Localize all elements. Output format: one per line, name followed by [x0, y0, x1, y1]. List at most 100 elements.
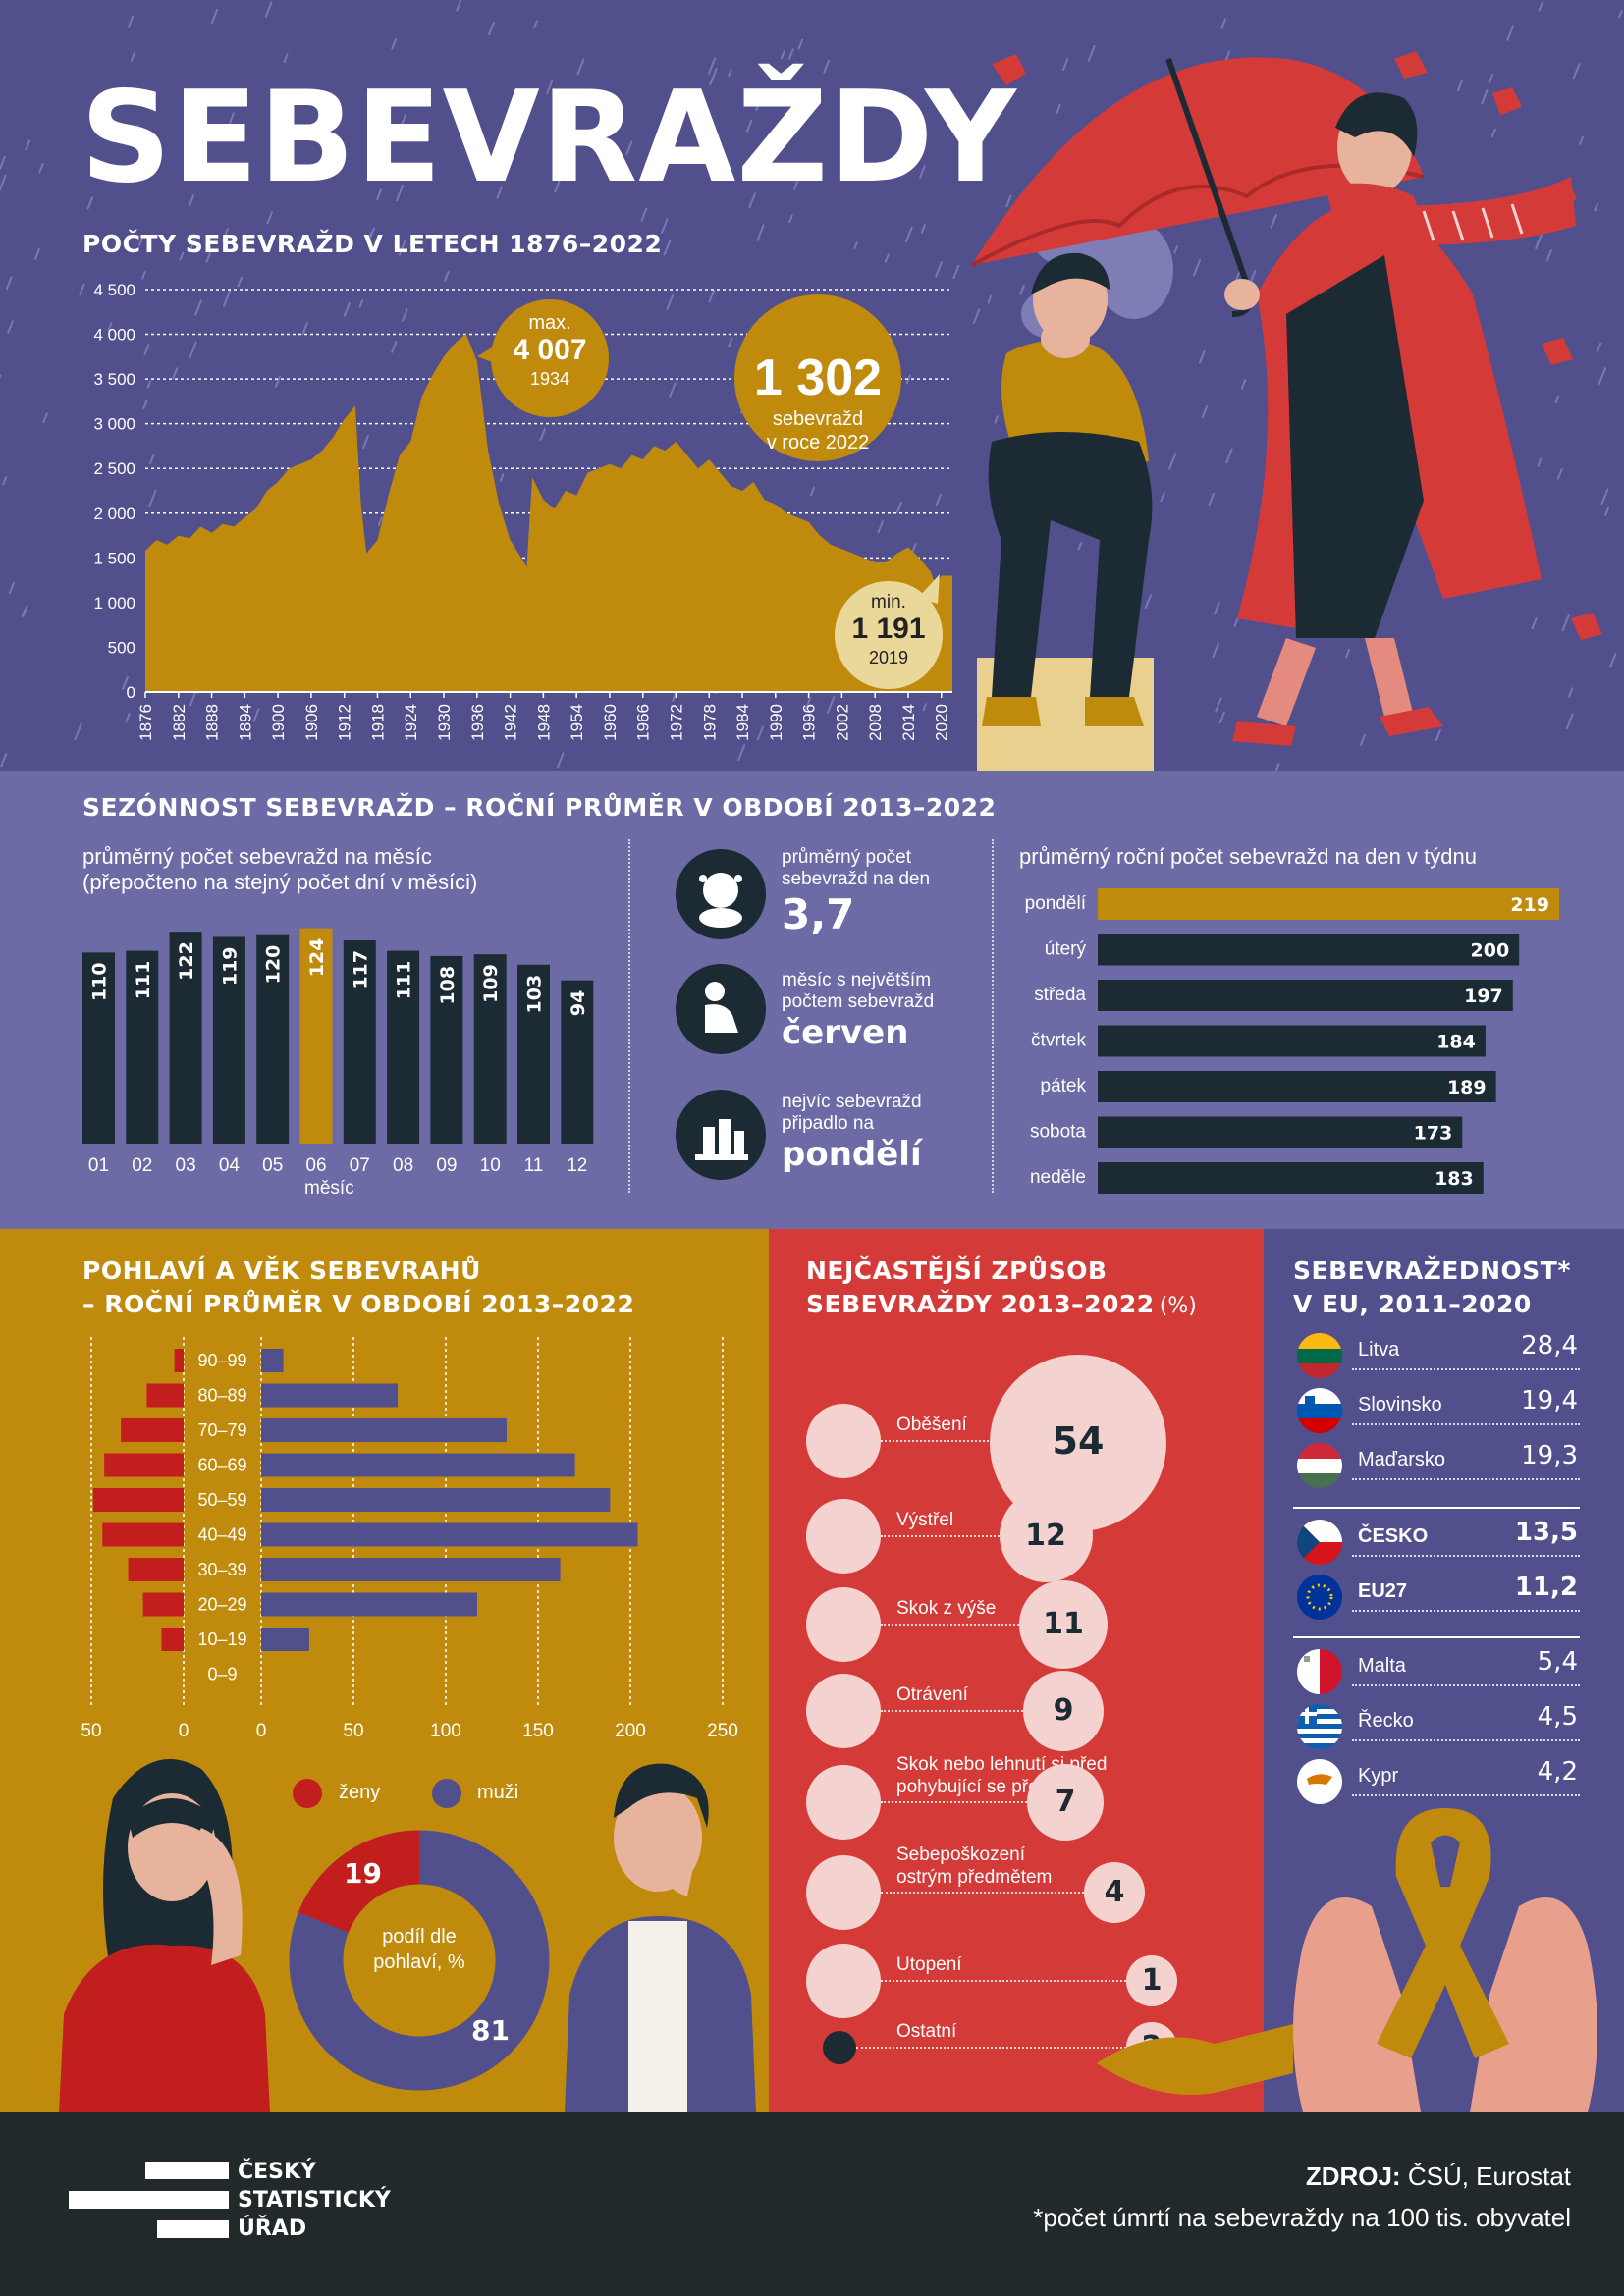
gender-title-1: POHLAVÍ A VĚK SEBEVRAHŮ [82, 1256, 481, 1285]
method-label-line-1: Sebepoškození [896, 1844, 1025, 1865]
month-bar [473, 954, 507, 1144]
x-tick-label: 1966 [634, 704, 653, 741]
y-tick-label: 4 500 [93, 281, 135, 299]
month-value-label: 110 [89, 962, 111, 1001]
month-tick-label: 03 [176, 1155, 196, 1176]
x-tick-label: 2008 [866, 704, 885, 741]
month-tick-label: 09 [436, 1155, 457, 1176]
age-group-label: 20–29 [197, 1595, 246, 1615]
eu-row-divider [1352, 1739, 1580, 1741]
month-bar [517, 964, 550, 1144]
method-value-bubble [1084, 1862, 1145, 1923]
y-tick-label: 2 000 [93, 505, 135, 523]
eu-row-divider [1352, 1794, 1580, 1796]
method-label: Utopení [896, 1953, 962, 1976]
month-bar [430, 955, 463, 1144]
x-tick-label: 1906 [302, 704, 321, 741]
stat1-label-2: sebevražd na den [782, 869, 931, 889]
weekday-label: pondělí [1025, 893, 1087, 914]
eu-value: 19,4 [1521, 1386, 1578, 1415]
eu-country: Maďarsko [1358, 1449, 1445, 1470]
history-section: SEBEVRAŽDY POČTY SEBEVRAŽD V LETECH 1876… [0, 0, 1624, 771]
method-label-line-1: Ostatní [896, 2021, 957, 2042]
women-bar [102, 1522, 184, 1547]
method-icon [806, 1498, 881, 1574]
hungary-flag-icon [1297, 1443, 1342, 1488]
x-tick-label: 1918 [368, 704, 387, 741]
method-label-line-1: Výstřel [896, 1509, 954, 1530]
age-group-label: 50–59 [197, 1490, 246, 1510]
stat2-label-2: počtem sebevražd [782, 991, 935, 1012]
eu-row-divider [1352, 1684, 1580, 1686]
eu-value: 28,4 [1521, 1331, 1578, 1361]
men-bar [261, 1349, 284, 1372]
eu-group-separator [1293, 1636, 1580, 1638]
month-value-label: 117 [350, 950, 371, 989]
month-value-label: 119 [219, 946, 241, 986]
eu-row-divider [1352, 1423, 1580, 1425]
method-icon [806, 1944, 881, 2018]
eu-value: 5,4 [1537, 1647, 1578, 1677]
method-section: NEJČASTĚJŠÍ ZPŮSOB SEBEVRAŽDY 2013–2022 … [769, 1229, 1264, 2112]
crying-face-icon [676, 849, 766, 939]
month-bar [82, 952, 115, 1144]
x-tick-label: 1888 [203, 704, 222, 741]
weekday-bar [1098, 1116, 1463, 1148]
weekday-bar [1098, 1162, 1484, 1194]
donut-label-2: pohlaví, % [373, 1951, 465, 1973]
women-tick-label: 50 [81, 1721, 101, 1741]
kneeling-person-icon [676, 964, 766, 1054]
logo-line-2: STATISTICKÝ [238, 2188, 391, 2213]
x-tick-label: 2014 [899, 704, 918, 741]
weekday-caption: průměrný roční počet sebevražd na den v … [1019, 844, 1477, 869]
weekday-bar [1098, 1025, 1486, 1057]
men-tick-label: 50 [343, 1721, 363, 1741]
weekday-label: neděle [1030, 1167, 1086, 1188]
month-bar [299, 928, 333, 1144]
current-value: 1 302 [753, 349, 883, 406]
eu-group-separator [1293, 1507, 1580, 1509]
season-title: SEZÓNNOST SEBEVRAŽD – ROČNÍ PRŮMĚR V OBD… [82, 793, 997, 822]
stat3-value: pondělí [782, 1135, 922, 1174]
logo-text: ČESKÝ STATISTICKÝ ÚŘAD [238, 2158, 391, 2243]
source-text: ČSÚ, Eurostat [1407, 2162, 1571, 2191]
month-tick-label: 12 [567, 1155, 587, 1176]
stat1-label-1: průměrný počet [782, 847, 912, 868]
x-tick-label: 1894 [236, 704, 254, 741]
age-group-label: 0–9 [207, 1665, 237, 1684]
malta-flag-icon [1297, 1649, 1342, 1694]
method-value: 12 [1025, 1518, 1066, 1553]
eu-country: Litva [1358, 1339, 1400, 1361]
min-value: 1 191 [851, 613, 926, 645]
weekday-label: středa [1034, 985, 1086, 1005]
source-label: ZDROJ: [1305, 2162, 1401, 2191]
method-icon [806, 1587, 881, 1662]
method-leader-line [881, 1624, 1023, 1626]
czechia-flag-icon [1297, 1520, 1342, 1565]
age-group-label: 80–89 [197, 1386, 246, 1406]
sad-woman-illustration [59, 1759, 270, 2112]
sad-man-illustration [565, 1763, 756, 2112]
gender-donut-chart [289, 1830, 550, 2091]
weekday-label: čtvrtek [1031, 1031, 1086, 1051]
month-bar [126, 950, 159, 1144]
history-area-chart: 0 500 1 000 1 500 2 000 2 500 3 000 3 500 4 000 4… [93, 281, 952, 741]
age-pyramid-chart: 0 50 100 150 200 250 50 0 90–99 80–89 70–79 60–69 50… [81, 1337, 738, 1741]
donut-women-value: 19 [344, 1857, 382, 1890]
ribbon-tail-illustration [1097, 2024, 1293, 2095]
method-title-unit: (%) [1159, 1294, 1197, 1318]
weekday-value-label: 183 [1435, 1168, 1474, 1190]
eu-country: Kypr [1358, 1765, 1399, 1787]
men-bar [261, 1453, 575, 1477]
x-tick-label: 1978 [700, 704, 719, 741]
x-tick-label: 1948 [534, 704, 553, 741]
logo-bar-3 [157, 2220, 229, 2238]
month-bar [212, 936, 245, 1144]
method-label: Ostatní [896, 2020, 956, 2043]
weekday-bar [1098, 1071, 1496, 1102]
y-tick-label: 3 000 [93, 415, 135, 434]
current-bubble-bg [734, 294, 901, 461]
method-leader-line [881, 1980, 1130, 1982]
weekday-label: pátek [1041, 1076, 1087, 1096]
history-title: POČTY SEBEVRAŽD V LETECH 1876–2022 [82, 230, 663, 258]
